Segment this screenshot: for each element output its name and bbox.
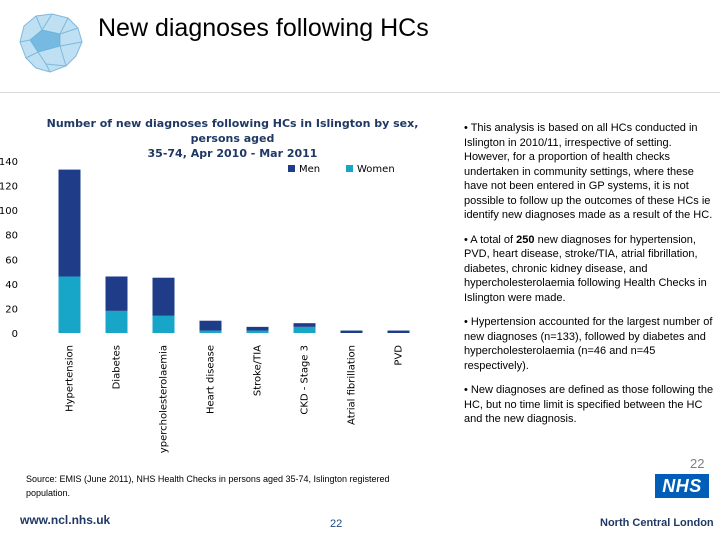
bar-women	[105, 310, 128, 333]
x-tick-label: Hypertension	[65, 345, 76, 412]
footer-page-number: 22	[330, 518, 343, 530]
y-tick-label: 0	[12, 329, 18, 340]
bar-women	[58, 276, 81, 333]
slide-title: New diagnoses following HCs	[98, 14, 429, 42]
bar-men	[293, 323, 316, 327]
y-tick-label: 60	[5, 255, 18, 266]
x-tick-label: Heart disease	[206, 345, 217, 414]
y-tick-label: 80	[5, 231, 18, 242]
x-tick-label: PVD	[394, 345, 405, 366]
islington-map-logo	[16, 12, 86, 74]
bullet-2: • A total of 250 new diagnoses for hyper…	[464, 233, 707, 304]
x-tick-label: Diabetes	[112, 345, 123, 389]
bar-chart: 0 20 40 60 80 100 120 140 Hypertension Diabetes Hy…	[0, 157, 410, 453]
chart-title-line-2: 35-74, Apr 2010 - Mar 2011	[147, 147, 318, 160]
y-tick-label: 140	[0, 157, 18, 168]
x-tick-label: Hypercholesterolaemia	[159, 345, 170, 453]
nhs-logo: NHS	[655, 474, 709, 498]
bullet-4: • New diagnoses are defined as those fol…	[464, 384, 714, 425]
footer-org-name: North Central London	[600, 517, 714, 529]
bar-men	[199, 320, 222, 331]
title-divider	[0, 92, 720, 93]
legend-swatch-men	[288, 165, 295, 172]
bar-men	[105, 276, 128, 311]
y-tick-label: 100	[0, 206, 18, 217]
side-page-number: 22	[690, 456, 705, 471]
bullet-1: • This analysis is based on all HCs cond…	[464, 122, 713, 221]
y-tick-label: 120	[0, 182, 18, 193]
chart-title: Number of new diagnoses following HCs in…	[40, 116, 425, 161]
source-note: Source: EMIS (June 2011), NHS Health Che…	[26, 474, 390, 498]
total-diagnoses-count: 250	[516, 233, 535, 246]
footer-url[interactable]: www.ncl.nhs.uk	[20, 513, 111, 527]
bar-men	[387, 330, 410, 333]
bullet-list: • This analysis is based on all HCs cond…	[464, 121, 714, 437]
legend-swatch-women	[346, 165, 353, 172]
chart-title-line-1: Number of new diagnoses following HCs in…	[46, 117, 419, 145]
bar-women	[293, 326, 316, 333]
bar-women	[152, 315, 175, 333]
legend-label-men: Men	[299, 164, 320, 175]
bar-men	[246, 326, 269, 331]
bar-women	[246, 330, 269, 333]
bullet-3: • Hypertension accounted for the largest…	[464, 316, 713, 372]
bar-men	[58, 169, 81, 277]
bar-men	[340, 330, 363, 333]
y-tick-label: 20	[5, 304, 18, 315]
y-tick-label: 40	[5, 280, 18, 291]
bar-men	[152, 277, 175, 316]
x-tick-label: CKD - Stage 3	[300, 345, 311, 415]
legend-label-women: Women	[357, 164, 395, 175]
x-tick-label: Stroke/TIA	[253, 345, 264, 396]
bar-women	[199, 330, 222, 333]
x-tick-label: Atrial fibrillation	[347, 345, 358, 425]
